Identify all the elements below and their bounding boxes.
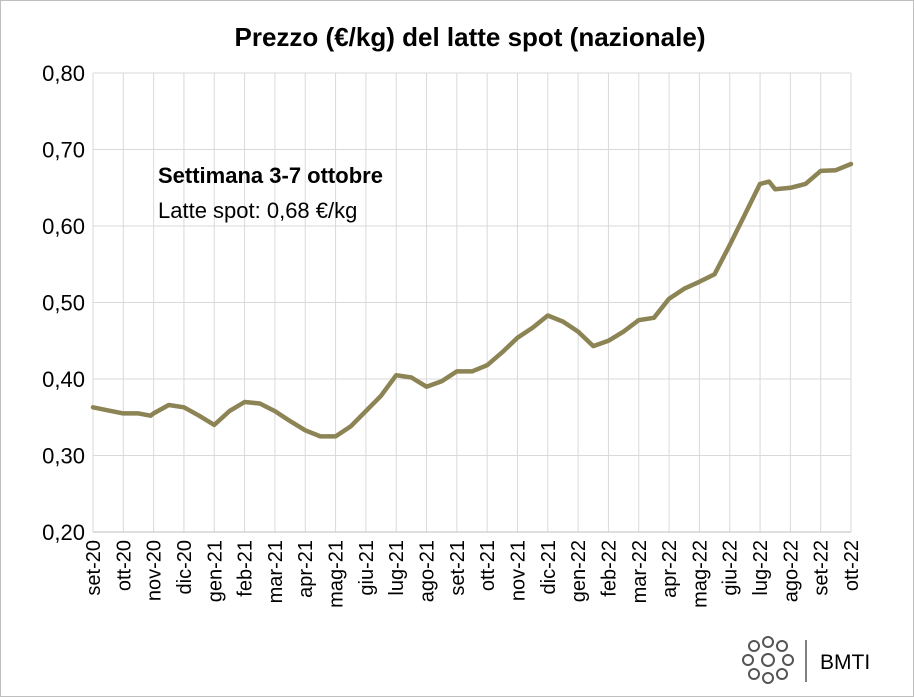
x-tick-label: set-20 xyxy=(83,540,105,596)
y-tick-label: 0,80 xyxy=(42,61,85,86)
y-tick-label: 0,20 xyxy=(42,520,85,545)
x-tick-label: ott-22 xyxy=(841,540,863,591)
x-tick-label: dic-20 xyxy=(174,540,196,594)
x-tick-label: feb-21 xyxy=(235,540,257,597)
y-tick-label: 0,50 xyxy=(42,291,85,316)
x-tick-label: giu-22 xyxy=(720,540,742,596)
x-tick-label: apr-22 xyxy=(659,540,681,598)
x-tick-label: ott-21 xyxy=(477,540,499,591)
x-tick-label: set-22 xyxy=(811,540,833,596)
x-tick-label: gen-21 xyxy=(204,540,226,602)
plot xyxy=(90,161,854,439)
brand: BMTI xyxy=(820,651,870,674)
y-tick-label: 0,60 xyxy=(42,214,85,239)
x-tick-label: ott-20 xyxy=(113,540,135,591)
x-tick-label: mag-22 xyxy=(689,540,711,608)
logo xyxy=(742,636,794,684)
grid: 0,20 0,30 0,40 0,50 0,60 0,70 0,80 set-20 ott-20… xyxy=(42,61,863,608)
x-tick-label: nov-21 xyxy=(507,540,529,601)
x-tick-label: nov-20 xyxy=(144,540,166,601)
y-tick-label: 0,30 xyxy=(42,444,85,469)
x-tick-label: giu-21 xyxy=(356,540,378,596)
x-tick-label: lug-21 xyxy=(386,540,408,596)
x-tick-label: feb-22 xyxy=(598,540,620,597)
price-line xyxy=(90,161,854,439)
x-tick-label: mar-21 xyxy=(265,540,287,603)
x-tick-label: ago-22 xyxy=(780,540,802,602)
x-tick-label: mag-21 xyxy=(326,540,348,608)
x-tick-label: set-21 xyxy=(447,540,469,596)
x-tick-label: ago-21 xyxy=(417,540,439,602)
annotation-title: Settimana 3-7 ottobre xyxy=(158,163,383,188)
x-tick-label: dic-21 xyxy=(538,540,560,594)
y-tick-label: 0,70 xyxy=(42,138,85,163)
x-tick-label: mar-22 xyxy=(629,540,651,603)
x-tick-label: gen-22 xyxy=(568,540,590,602)
y-tick-label: 0,40 xyxy=(42,367,85,392)
x-tick-label: lug-22 xyxy=(750,540,772,596)
annotation-text: Latte spot: 0,68 €/kg xyxy=(158,198,357,223)
x-tick-label: apr-21 xyxy=(295,540,317,598)
chart-title: Prezzo (€/kg) del latte spot (nazionale) xyxy=(235,22,706,52)
